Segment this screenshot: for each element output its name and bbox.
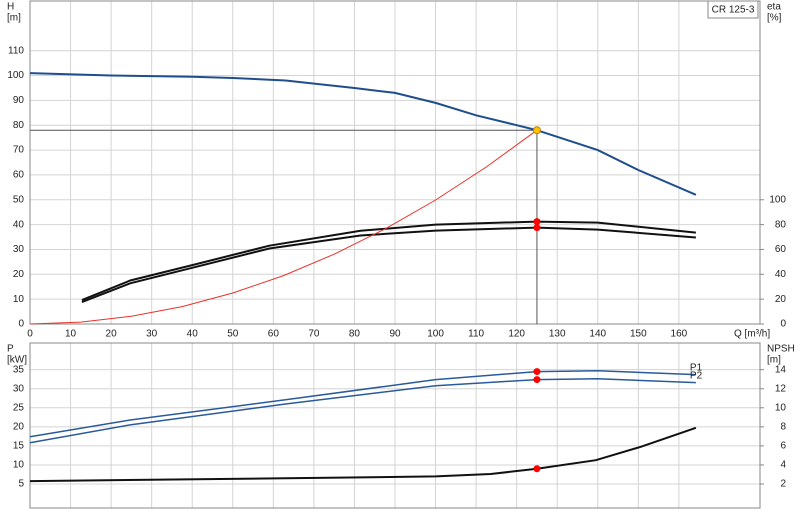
- y-tick-label: 60: [13, 170, 25, 181]
- curve: [29, 370, 696, 438]
- operating-point: [533, 368, 541, 376]
- x-tick-label: 150: [630, 329, 647, 340]
- x-tick-label: 100: [427, 329, 444, 340]
- y-tick-label: 30: [13, 244, 25, 255]
- y-tick-label: 40: [13, 219, 25, 230]
- y-tick-label: 35: [13, 364, 25, 375]
- y2-tick-label: 4: [780, 460, 786, 471]
- y2-tick-label: 60: [775, 244, 787, 255]
- y-tick-label: 20: [13, 421, 25, 432]
- x-tick-label: 70: [308, 329, 320, 340]
- y-tick-label: 25: [13, 402, 25, 413]
- y2-tick-label: 12: [775, 383, 787, 394]
- x-tick-label: 120: [508, 329, 525, 340]
- y-tick-label: 100: [7, 70, 24, 81]
- curve: [29, 72, 697, 196]
- operating-point: [533, 224, 541, 232]
- y2-tick-label: 20: [775, 294, 787, 305]
- x-tick-label: 60: [268, 329, 280, 340]
- x-tick-label: 40: [187, 329, 199, 340]
- plot-frame: [29, 0, 761, 325]
- curve: [81, 226, 696, 304]
- curve: [29, 378, 696, 444]
- y-tick-label: 20: [13, 269, 25, 280]
- model-box: [707, 0, 759, 19]
- curve: [81, 220, 697, 302]
- curve-label: P2: [690, 370, 703, 381]
- model-label: CR 125-3: [712, 5, 755, 16]
- y-tick-label: 15: [13, 441, 25, 452]
- operating-point: [532, 126, 541, 135]
- operating-point: [533, 376, 541, 384]
- y2-tick-label: 6: [780, 441, 786, 452]
- y2-tick-label: 14: [775, 364, 787, 375]
- x-tick-label: 10: [65, 329, 77, 340]
- x-tick-label: 20: [106, 329, 118, 340]
- y2-tick-label: 8: [780, 421, 786, 432]
- x-tick-label: 0: [27, 329, 33, 340]
- y-axis-label: H: [7, 2, 14, 13]
- y-tick-label: 110: [8, 45, 24, 56]
- y-axis-unit: [kW]: [7, 355, 27, 366]
- x-tick-label: 80: [349, 329, 361, 340]
- operating-point: [533, 218, 541, 226]
- y-tick-label: 10: [13, 294, 25, 305]
- curve-label: P1: [690, 362, 703, 373]
- x-tick-label: 130: [549, 329, 566, 340]
- y2-tick-label: 40: [775, 269, 787, 280]
- x-axis-label: Q [m³/h]: [734, 329, 770, 340]
- y-tick-label: 0: [18, 319, 24, 330]
- y-tick-label: 50: [13, 194, 25, 205]
- operating-point: [533, 465, 541, 473]
- y-tick-label: 30: [13, 383, 25, 394]
- y2-tick-label: 0: [780, 319, 786, 330]
- curve: [29, 426, 697, 483]
- y-tick-label: 70: [13, 145, 25, 156]
- y2-axis-label: NPSH: [767, 344, 795, 355]
- curve: [29, 129, 538, 325]
- y2-axis-unit: [%]: [767, 13, 782, 24]
- plot-frame: [29, 342, 761, 509]
- y2-tick-label: 2: [780, 479, 786, 490]
- x-tick-label: 50: [227, 329, 239, 340]
- y2-tick-label: 100: [769, 194, 786, 205]
- y-tick-label: 10: [13, 460, 25, 471]
- x-tick-label: 110: [468, 329, 484, 340]
- x-tick-label: 140: [589, 329, 606, 340]
- y-axis-label: P: [7, 344, 14, 355]
- y-tick-label: 90: [13, 95, 25, 106]
- x-tick-label: 160: [671, 329, 688, 340]
- y2-tick-label: 80: [775, 219, 787, 230]
- y-tick-label: 80: [13, 120, 25, 131]
- y2-axis-unit: [m]: [767, 355, 781, 366]
- x-tick-label: 90: [389, 329, 401, 340]
- y-tick-label: 5: [18, 479, 24, 490]
- y-axis-unit: [m]: [7, 13, 21, 24]
- y2-axis-label: eta: [767, 2, 781, 13]
- x-tick-label: 30: [146, 329, 158, 340]
- y2-tick-label: 10: [775, 402, 787, 413]
